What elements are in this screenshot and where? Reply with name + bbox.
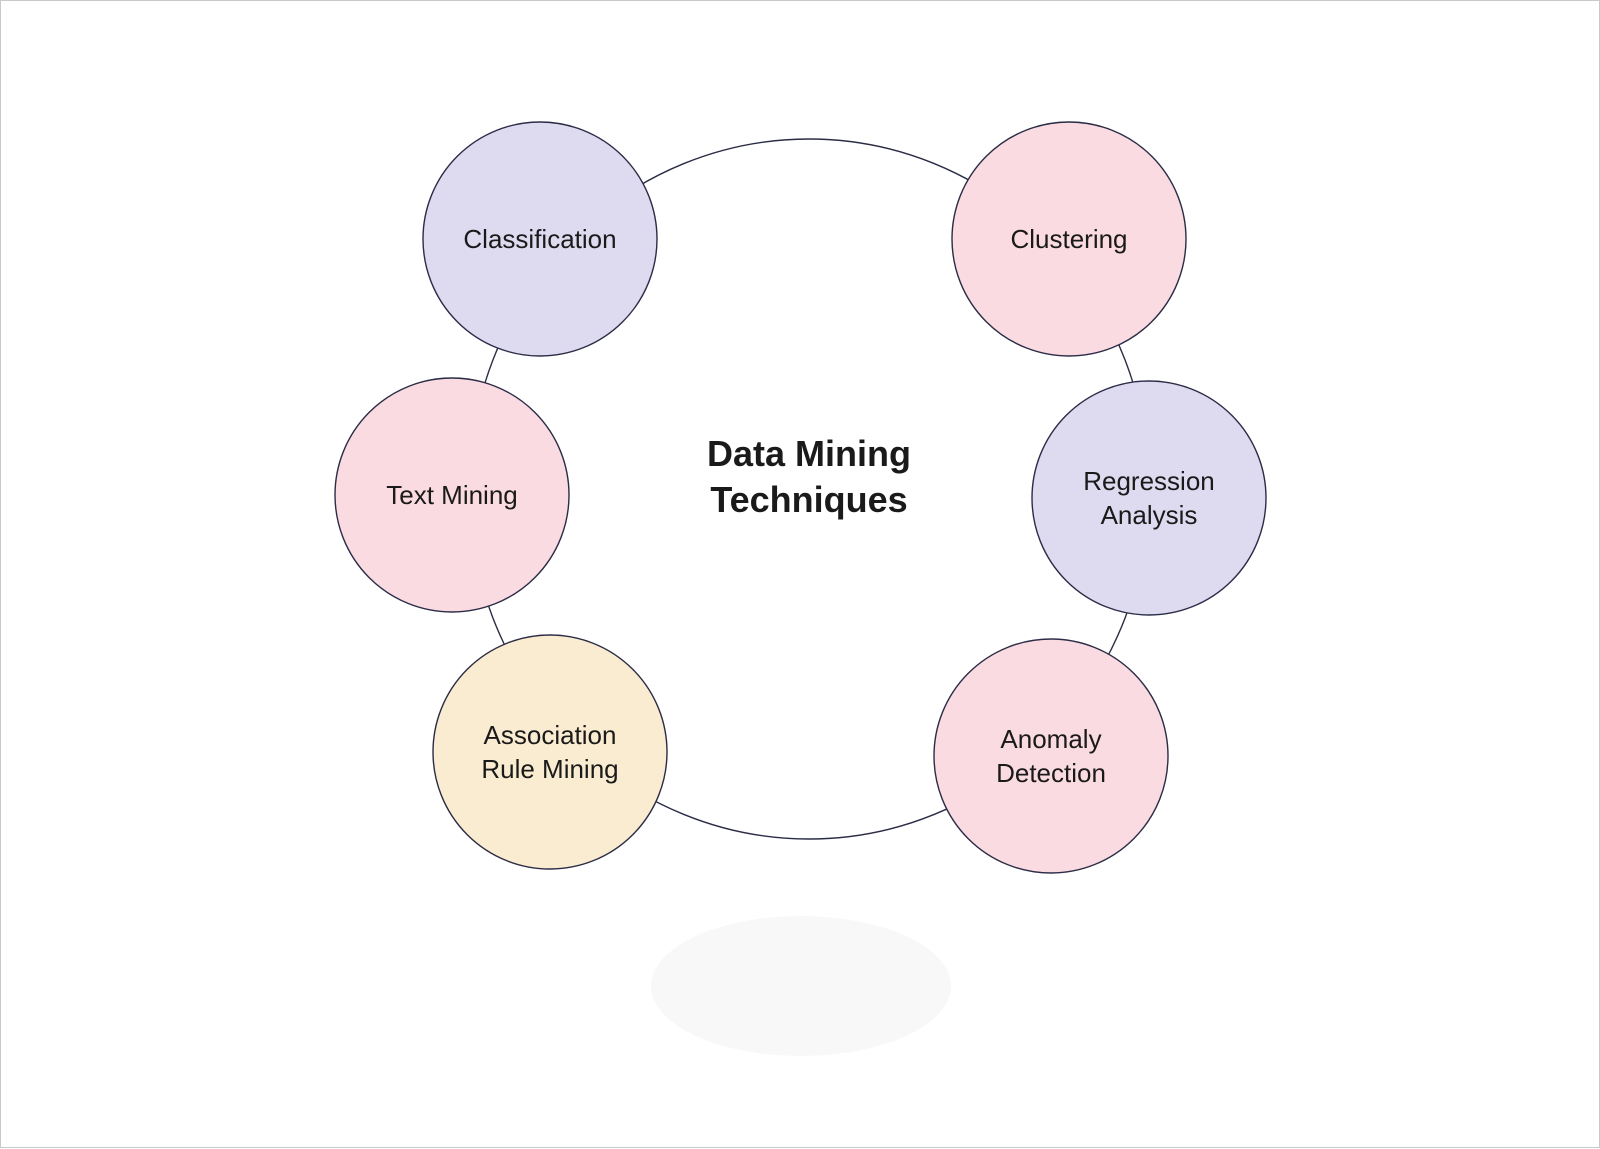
node-circle-anomaly	[934, 639, 1168, 873]
node-circle-regression	[1032, 381, 1266, 615]
center-title: Data MiningTechniques	[707, 433, 911, 520]
node-label-clustering: Clustering	[1010, 224, 1127, 254]
node-anomaly: AnomalyDetection	[934, 639, 1168, 873]
node-label-classification: Classification	[463, 224, 616, 254]
node-text-mining: Text Mining	[335, 378, 569, 612]
node-regression: RegressionAnalysis	[1032, 381, 1266, 615]
node-classification: Classification	[423, 122, 657, 356]
node-clustering: Clustering	[952, 122, 1186, 356]
node-label-text-mining: Text Mining	[386, 480, 518, 510]
diagram-frame: Data MiningTechniques Classification Clust…	[0, 0, 1600, 1148]
shadow-blob	[651, 916, 951, 1056]
data-mining-diagram: Data MiningTechniques Classification Clust…	[1, 1, 1600, 1149]
node-circle-association	[433, 635, 667, 869]
node-association: AssociationRule Mining	[433, 635, 667, 869]
